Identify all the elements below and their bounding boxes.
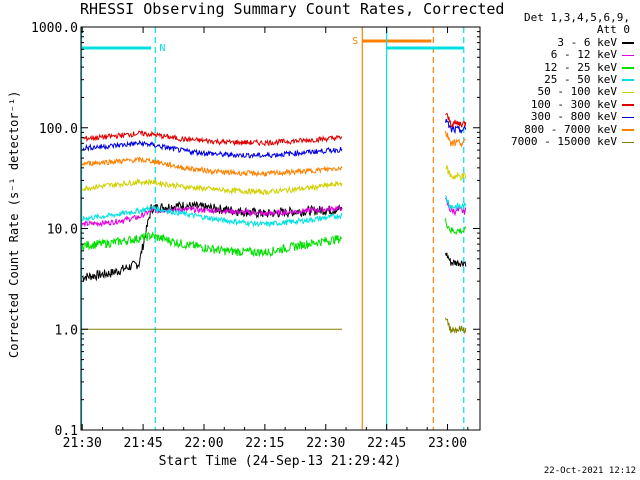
y-tick-label: 100.0 <box>39 122 78 137</box>
legend-entry-label: 25 - 50 keV <box>544 73 617 87</box>
chart-title: RHESSI Observing Summary Count Rates, Co… <box>80 0 505 18</box>
x-tick-label: 21:45 <box>124 436 163 451</box>
series-line-8-part-1 <box>445 317 467 334</box>
series-line-1-part-0 <box>81 204 343 228</box>
legend: Det 1,3,4,5,6,9, Att 0 3 - 6 keV 6 - 12 k… <box>474 11 634 149</box>
x-tick-label: 21:30 <box>63 436 102 451</box>
night-label: N <box>159 43 165 54</box>
legend-entry-label: 3 - 6 keV <box>557 35 617 49</box>
legend-entry: 7000 - 15000 keV <box>474 135 634 149</box>
legend-entry-label: 12 - 25 keV <box>544 60 617 74</box>
legend-entry: 25 - 50 keV <box>474 73 634 87</box>
series-line-1-part-1 <box>445 197 467 217</box>
legend-entry-label: 50 - 100 keV <box>537 85 617 99</box>
legend-swatch <box>622 141 634 144</box>
legend-header-detectors: Det 1,3,4,5,6,9, <box>524 11 630 24</box>
y-tick-label: 10.0 <box>47 223 78 238</box>
saa-label: S <box>352 36 358 47</box>
legend-entries: 3 - 6 keV 6 - 12 keV 12 - 25 keV 25 - 50 ke… <box>474 35 634 149</box>
legend-swatch <box>622 79 634 81</box>
legend-entry-label: 800 - 7000 keV <box>524 122 617 136</box>
y-tick-label: 0.1 <box>55 424 78 439</box>
series-layer <box>81 112 467 334</box>
generation-timestamp: 22-Oct-2021 12:12 <box>543 466 636 476</box>
series-line-2-part-1 <box>445 218 467 235</box>
legend-entry-label: 300 - 800 keV <box>530 110 617 124</box>
legend-entry-label: 100 - 300 keV <box>530 97 617 111</box>
legend-entry: 50 - 100 keV <box>474 86 634 98</box>
legend-swatch <box>622 104 634 106</box>
series-line-4-part-1 <box>445 165 467 182</box>
series-line-0-part-1 <box>445 252 467 267</box>
legend-swatch <box>622 42 634 44</box>
plot-frame <box>80 26 481 431</box>
legend-entry: 12 - 25 keV <box>474 60 634 74</box>
legend-entry: 3 - 6 keV <box>474 35 634 49</box>
x-axis-label: Start Time (24-Sep-13 21:29:42) <box>158 454 402 469</box>
legend-entry: 800 - 7000 keV <box>474 122 634 136</box>
x-tick-label: 22:00 <box>184 436 223 451</box>
legend-swatch <box>622 67 634 69</box>
y-tick-label: 1.0 <box>55 323 78 338</box>
y-tick-label: 1000.0 <box>31 21 78 36</box>
legend-entry-label: 7000 - 15000 keV <box>511 135 617 149</box>
series-line-3-part-1 <box>445 194 467 211</box>
series-line-0-part-0 <box>81 200 343 283</box>
legend-swatch <box>622 91 634 94</box>
series-line-6-part-1 <box>445 118 467 135</box>
series-line-3-part-0 <box>81 204 343 228</box>
series-line-2-part-0 <box>81 231 342 258</box>
x-tick-label: 23:00 <box>428 436 467 451</box>
legend-swatch <box>622 129 634 131</box>
legend-swatch <box>622 116 634 119</box>
series-line-4-part-0 <box>81 177 343 196</box>
legend-entry-label: 6 - 12 keV <box>550 48 617 62</box>
series-line-5-part-1 <box>445 112 467 128</box>
series-line-7-part-0 <box>81 156 343 178</box>
series-line-7-part-1 <box>445 131 467 148</box>
legend-entry: 100 - 300 keV <box>474 97 634 111</box>
axes-layer: 21:30 21:45 22:00 22:15 22:30 22:45 23:00 0.1 1.… <box>31 21 481 451</box>
x-tick-label: 22:30 <box>306 436 345 451</box>
series-line-5-part-0 <box>81 130 343 147</box>
legend-swatch <box>622 54 634 57</box>
legend-entry: 300 - 800 keV <box>474 110 634 124</box>
legend-entry: 6 - 12 keV <box>474 48 634 62</box>
x-tick-label: 22:45 <box>367 436 406 451</box>
x-tick-label: 22:15 <box>245 436 284 451</box>
series-line-6-part-0 <box>82 139 343 159</box>
legend-header-attenuator: Att 0 <box>596 23 630 37</box>
observing-intervals-layer: NS <box>80 27 465 430</box>
